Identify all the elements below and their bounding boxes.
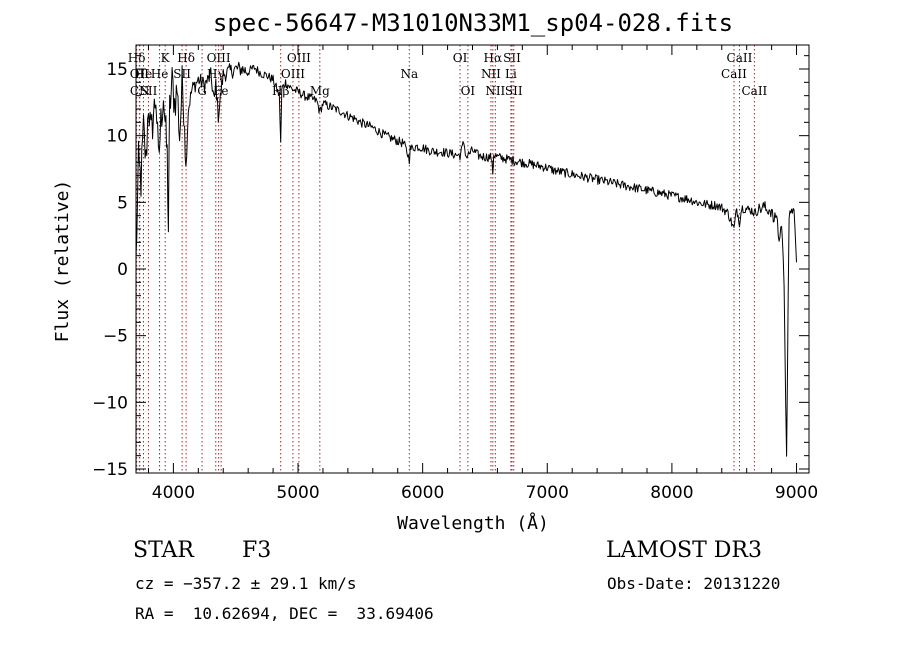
line-label-17: Na xyxy=(400,67,418,81)
line-label-7: Hδ xyxy=(177,51,195,65)
x-tick-label: 6000 xyxy=(401,483,444,503)
y-tick-label: 15 xyxy=(106,60,128,80)
line-label-19: OI xyxy=(461,84,476,98)
line-label-14: OIII xyxy=(281,67,305,81)
x-tick-label: 7000 xyxy=(526,483,569,503)
x-tick-label: 9000 xyxy=(775,483,818,503)
line-label-2: CN xyxy=(130,84,150,98)
line-label-16: Mg xyxy=(310,84,330,98)
line-label-21: NII xyxy=(481,67,501,81)
obs-date: Obs-Date: 20131220 xyxy=(607,574,781,593)
x-tick-label: 5000 xyxy=(276,483,319,503)
chart-title: spec-56647-M31010N33M1_sp04-028.fits xyxy=(213,9,733,37)
y-tick-label: −15 xyxy=(92,460,128,480)
x-tick-label: 4000 xyxy=(152,483,195,503)
redshift-cz: cz = −357.2 ± 29.1 km/s xyxy=(135,574,357,593)
line-label-27: CaII xyxy=(721,67,747,81)
coordinates: RA = 10.62694, DEC = 33.69406 xyxy=(135,604,434,623)
plot-frame xyxy=(135,44,810,474)
line-label-9: G xyxy=(197,84,207,98)
spectrum-series xyxy=(135,61,797,457)
line-label-5: K xyxy=(161,51,171,65)
spectrum-line xyxy=(135,61,797,457)
y-axis-label: Flux (relative) xyxy=(52,180,73,343)
line-label-3: He xyxy=(135,67,153,81)
axis-ticks: 4000 5000 6000 7000 8000 9000 15 10 5 0 −5 −10 −15 xyxy=(92,45,818,503)
y-tick-label: 5 xyxy=(117,193,128,213)
survey-name: LAMOST DR3 xyxy=(606,538,762,563)
line-label-26: CaII xyxy=(727,51,753,65)
object-class: STAR xyxy=(133,538,194,563)
y-tick-label: −5 xyxy=(103,327,128,347)
line-label-13: OIII xyxy=(287,51,311,65)
y-tick-label: 0 xyxy=(117,260,128,280)
line-label-18: OI xyxy=(453,51,468,65)
line-label-10: OIII xyxy=(207,51,231,65)
y-tick-label: 10 xyxy=(106,127,128,147)
line-label-6: He xyxy=(151,67,169,81)
y-tick-label: −10 xyxy=(92,393,128,413)
line-label-0: Hδ xyxy=(128,51,146,65)
subclass: F3 xyxy=(242,538,272,563)
x-axis-label: Wavelength (Å) xyxy=(397,512,549,534)
line-label-22: NII xyxy=(485,84,505,98)
line-label-20: Hα xyxy=(484,51,503,65)
x-tick-label: 8000 xyxy=(650,483,693,503)
line-label-25: SII xyxy=(505,84,523,98)
line-label-4: SII xyxy=(140,84,158,98)
line-label-24: Li xyxy=(505,67,517,81)
line-label-23: SII xyxy=(503,51,521,65)
line-label-28: CaII xyxy=(741,84,767,98)
